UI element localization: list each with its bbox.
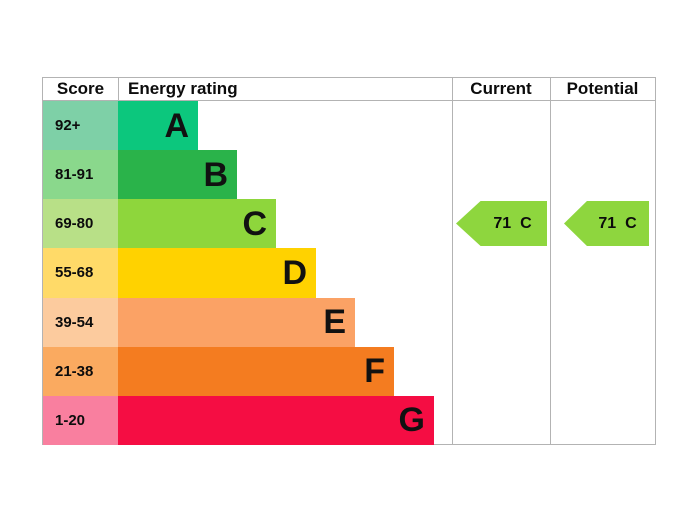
band-bar: D <box>118 248 316 298</box>
band-bar: F <box>118 346 394 396</box>
band-score: 92+ <box>43 101 118 151</box>
band-bar: A <box>118 101 198 151</box>
band-letter: A <box>164 106 189 145</box>
band-row: 69-80 C <box>43 199 655 249</box>
band-score: 81-91 <box>43 150 118 200</box>
band-letter: D <box>282 253 307 292</box>
band-bar: G <box>118 395 434 445</box>
band-score: 69-80 <box>43 199 118 249</box>
potential-rating-band: C <box>625 214 637 232</box>
rating-table: Score Energy rating Current Potential 92… <box>42 77 656 445</box>
potential-column-header: Potential <box>566 79 639 98</box>
table-header: Score Energy rating Current Potential <box>43 78 655 100</box>
potential-column-divider <box>550 78 551 444</box>
band-letter: C <box>242 204 267 243</box>
band-score: 1-20 <box>43 395 118 445</box>
band-letter: G <box>398 401 425 440</box>
energy-rating-column-header: Energy rating <box>128 79 238 98</box>
current-column-header: Current <box>470 79 532 98</box>
potential-rating-value: 71 <box>598 214 617 232</box>
band-score: 39-54 <box>43 297 118 347</box>
band-bar: C <box>118 199 276 249</box>
band-row: 39-54 E <box>43 297 655 347</box>
band-row: 55-68 D <box>43 248 655 298</box>
band-row: 81-91 B <box>43 150 655 200</box>
header-underline <box>43 100 655 101</box>
band-score: 21-38 <box>43 346 118 396</box>
score-column-header: Score <box>56 79 105 98</box>
band-letter: B <box>203 155 228 194</box>
band-letter: E <box>323 303 346 342</box>
band-row: 92+ A <box>43 101 655 151</box>
bands: 92+ A 81-91 B 69-80 C 55-68 D 39-54 E 21… <box>43 101 655 445</box>
band-bar: E <box>118 297 355 347</box>
band-row: 21-38 F <box>43 346 655 396</box>
current-column-divider <box>452 78 453 444</box>
current-rating-value: 71 <box>493 214 512 232</box>
current-rating-band: C <box>520 214 532 232</box>
band-bar: B <box>118 150 237 200</box>
band-score: 55-68 <box>43 248 118 298</box>
band-row: 1-20 G <box>43 395 655 445</box>
score-column-divider <box>118 78 119 100</box>
band-letter: F <box>364 352 385 391</box>
